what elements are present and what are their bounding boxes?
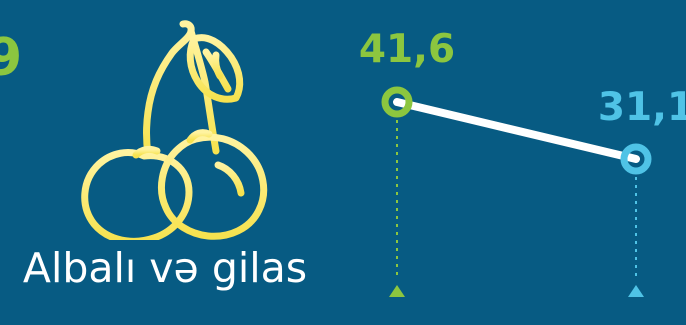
data-point-1 (381, 86, 413, 118)
partial-value-label: 9 (0, 28, 22, 88)
guide-arrow-1 (389, 285, 405, 297)
guide-arrow-2 (628, 285, 644, 297)
cherry-icon (81, 20, 268, 240)
data-label-2: 31,1 (598, 85, 686, 130)
series-line (393, 98, 640, 163)
data-point-2 (620, 143, 652, 175)
category-label: Albalı və gilas (22, 244, 308, 292)
data-label-1: 41,6 (359, 27, 455, 72)
